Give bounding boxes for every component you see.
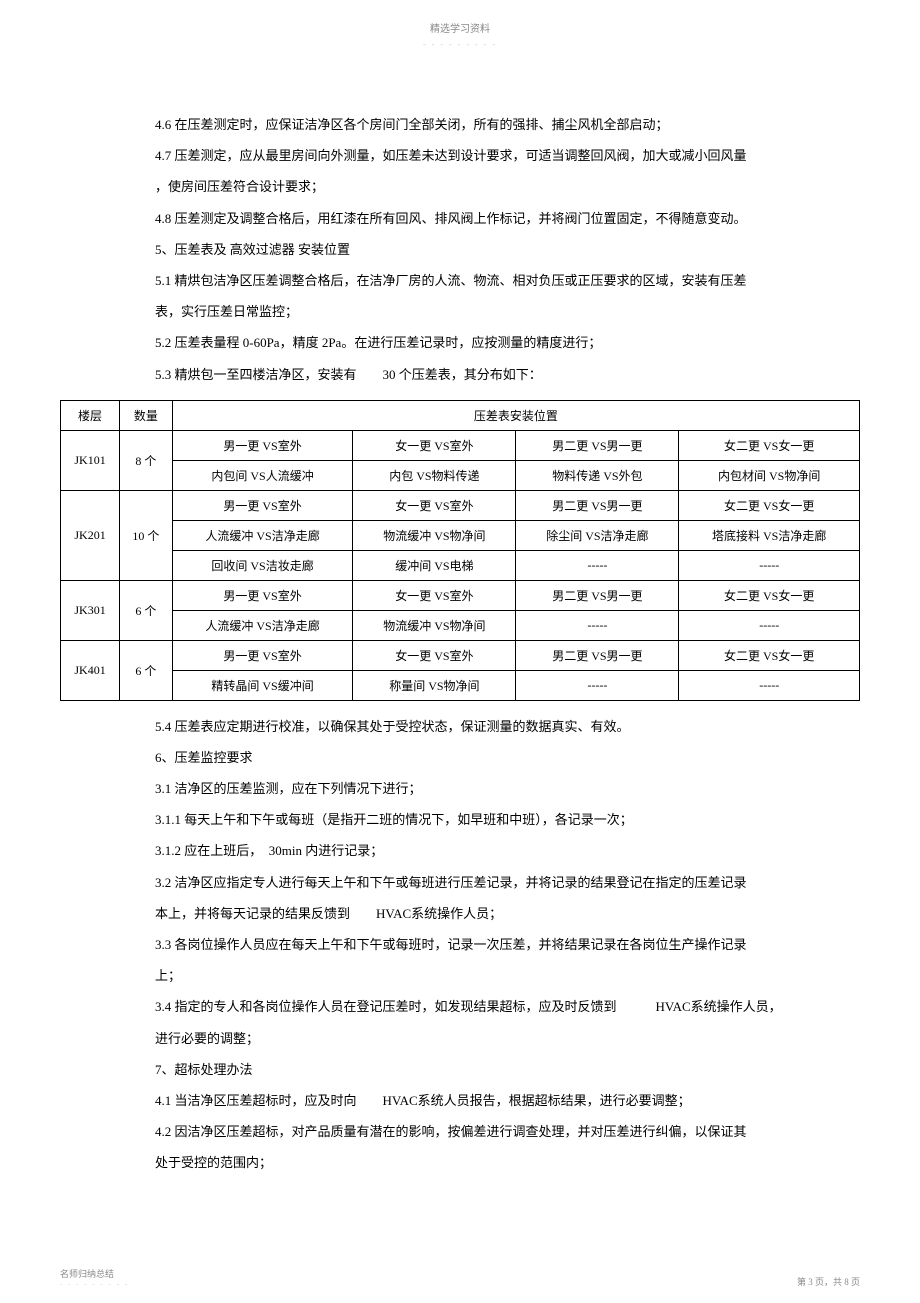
para-5-2: 5.2 压差表量程 0-60Pa，精度 2Pa。在进行压差记录时，应按测量的精度…	[155, 327, 830, 358]
para-5-1-cont: 表，实行压差日常监控；	[155, 296, 830, 327]
para-4-7: 4.7 压差测定，应从最里房间向外测量，如压差未达到设计要求，可适当调整回风阀，…	[155, 140, 830, 171]
cell: 缓冲间 VS电梯	[353, 550, 516, 580]
table-row: 人流缓冲 VS洁净走廊 物流缓冲 VS物净间 ----- -----	[61, 610, 860, 640]
cell-floor: JK201	[61, 490, 120, 580]
footer-left-text: 名师归纳总结	[60, 1267, 129, 1280]
para-6: 6、压差监控要求	[155, 742, 830, 773]
cell: -----	[516, 550, 679, 580]
para-3-1-2: 3.1.2 应在上班后， 30min 内进行记录；	[155, 835, 830, 866]
cell-floor: JK401	[61, 640, 120, 700]
cell: 女一更 VS室外	[353, 430, 516, 460]
cell: 女一更 VS室外	[353, 490, 516, 520]
cell: -----	[516, 610, 679, 640]
table-row: 精转晶间 VS缓冲间 称量间 VS物净间 ----- -----	[61, 670, 860, 700]
para-3-4-cont: 进行必要的调整；	[155, 1023, 830, 1054]
cell: 女一更 VS室外	[353, 580, 516, 610]
footer-left-sub: - - - - - - - - -	[60, 1280, 129, 1288]
cell-floor: JK301	[61, 580, 120, 640]
table-row: JK401 6 个 男一更 VS室外 女一更 VS室外 男二更 VS男一更 女二…	[61, 640, 860, 670]
para-3-1-1: 3.1.1 每天上午和下午或每班（是指开二班的情况下，如早班和中班），各记录一次…	[155, 804, 830, 835]
content-top: 4.6 在压差测定时，应保证洁净区各个房间门全部关闭，所有的强排、捕尘风机全部启…	[0, 109, 920, 390]
para-4-6: 4.6 在压差测定时，应保证洁净区各个房间门全部关闭，所有的强排、捕尘风机全部启…	[155, 109, 830, 140]
header-floor: 楼层	[61, 400, 120, 430]
cell: 内包材间 VS物净间	[679, 460, 860, 490]
cell: 男二更 VS男一更	[516, 640, 679, 670]
table-row: JK301 6 个 男一更 VS室外 女一更 VS室外 男二更 VS男一更 女二…	[61, 580, 860, 610]
cell: 男二更 VS男一更	[516, 490, 679, 520]
para-5-1: 5.1 精烘包洁净区压差调整合格后，在洁净厂房的人流、物流、相对负压或正压要求的…	[155, 265, 830, 296]
header-qty: 数量	[120, 400, 173, 430]
footer-right: 第 3 页，共 8 页	[797, 1275, 860, 1288]
table-row: 回收间 VS洁妆走廊 缓冲间 VS电梯 ----- -----	[61, 550, 860, 580]
cell-qty: 6 个	[120, 640, 173, 700]
para-3-1: 3.1 洁净区的压差监测，应在下列情况下进行；	[155, 773, 830, 804]
page-header: 精选学习资料	[0, 20, 920, 35]
table-body: JK101 8 个 男一更 VS室外 女一更 VS室外 男二更 VS男一更 女二…	[61, 430, 860, 700]
cell: 内包间 VS人流缓冲	[172, 460, 353, 490]
para-4-2: 4.2 因洁净区压差超标，对产品质量有潜在的影响，按偏差进行调查处理，并对压差进…	[155, 1116, 830, 1147]
cell: 男一更 VS室外	[172, 430, 353, 460]
cell: 男一更 VS室外	[172, 490, 353, 520]
cell: 内包 VS物料传递	[353, 460, 516, 490]
cell: -----	[679, 550, 860, 580]
cell-qty: 6 个	[120, 580, 173, 640]
para-5-3: 5.3 精烘包一至四楼洁净区，安装有 30 个压差表，其分布如下：	[155, 359, 830, 390]
cell: 物流缓冲 VS物净间	[353, 610, 516, 640]
cell: 精转晶间 VS缓冲间	[172, 670, 353, 700]
pressure-gauge-table: 楼层 数量 压差表安装位置 JK101 8 个 男一更 VS室外 女一更 VS室…	[60, 400, 860, 701]
table-row: JK101 8 个 男一更 VS室外 女一更 VS室外 男二更 VS男一更 女二…	[61, 430, 860, 460]
cell: -----	[679, 610, 860, 640]
cell-floor: JK101	[61, 430, 120, 490]
para-3-2-cont: 本上，并将每天记录的结果反馈到 HVAC系统操作人员；	[155, 898, 830, 929]
cell: 人流缓冲 VS洁净走廊	[172, 610, 353, 640]
cell: 人流缓冲 VS洁净走廊	[172, 520, 353, 550]
para-3-3-cont: 上；	[155, 960, 830, 991]
table-row: 人流缓冲 VS洁净走廊 物流缓冲 VS物净间 除尘间 VS洁净走廊 塔底接料 V…	[61, 520, 860, 550]
cell: 男一更 VS室外	[172, 640, 353, 670]
cell: 女二更 VS女一更	[679, 640, 860, 670]
para-4-8: 4.8 压差测定及调整合格后，用红漆在所有回风、排风阀上作标记，并将阀门位置固定…	[155, 203, 830, 234]
para-5: 5、压差表及 高效过滤器 安装位置	[155, 234, 830, 265]
cell: -----	[679, 670, 860, 700]
cell-qty: 8 个	[120, 430, 173, 490]
cell: 塔底接料 VS洁净走廊	[679, 520, 860, 550]
cell: 男二更 VS男一更	[516, 580, 679, 610]
cell: 女二更 VS女一更	[679, 430, 860, 460]
footer-left: 名师归纳总结 - - - - - - - - -	[60, 1267, 129, 1288]
para-4-7-cont: ，使房间压差符合设计要求；	[155, 171, 830, 202]
cell: 物流缓冲 VS物净间	[353, 520, 516, 550]
para-7: 7、超标处理办法	[155, 1054, 830, 1085]
page-header-sub: - - - - - - - - -	[0, 40, 920, 49]
cell: 女二更 VS女一更	[679, 580, 860, 610]
cell-qty: 10 个	[120, 490, 173, 580]
cell: 称量间 VS物净间	[353, 670, 516, 700]
cell: 女一更 VS室外	[353, 640, 516, 670]
header-position: 压差表安装位置	[172, 400, 859, 430]
cell: 物料传递 VS外包	[516, 460, 679, 490]
para-4-1: 4.1 当洁净区压差超标时，应及时向 HVAC系统人员报告，根据超标结果，进行必…	[155, 1085, 830, 1116]
para-4-2-cont: 处于受控的范围内；	[155, 1147, 830, 1178]
para-3-3: 3.3 各岗位操作人员应在每天上午和下午或每班时，记录一次压差，并将结果记录在各…	[155, 929, 830, 960]
para-3-2: 3.2 洁净区应指定专人进行每天上午和下午或每班进行压差记录，并将记录的结果登记…	[155, 867, 830, 898]
cell: 回收间 VS洁妆走廊	[172, 550, 353, 580]
para-3-4: 3.4 指定的专人和各岗位操作人员在登记压差时，如发现结果超标，应及时反馈到 H…	[155, 991, 830, 1022]
pressure-table-container: 楼层 数量 压差表安装位置 JK101 8 个 男一更 VS室外 女一更 VS室…	[0, 400, 920, 701]
cell: -----	[516, 670, 679, 700]
cell: 男二更 VS男一更	[516, 430, 679, 460]
table-row: 内包间 VS人流缓冲 内包 VS物料传递 物料传递 VS外包 内包材间 VS物净…	[61, 460, 860, 490]
cell: 女二更 VS女一更	[679, 490, 860, 520]
table-row: JK201 10 个 男一更 VS室外 女一更 VS室外 男二更 VS男一更 女…	[61, 490, 860, 520]
cell: 除尘间 VS洁净走廊	[516, 520, 679, 550]
table-header-row: 楼层 数量 压差表安装位置	[61, 400, 860, 430]
cell: 男一更 VS室外	[172, 580, 353, 610]
para-5-4: 5.4 压差表应定期进行校准，以确保其处于受控状态，保证测量的数据真实、有效。	[155, 711, 830, 742]
content-bottom: 5.4 压差表应定期进行校准，以确保其处于受控状态，保证测量的数据真实、有效。 …	[0, 711, 920, 1179]
